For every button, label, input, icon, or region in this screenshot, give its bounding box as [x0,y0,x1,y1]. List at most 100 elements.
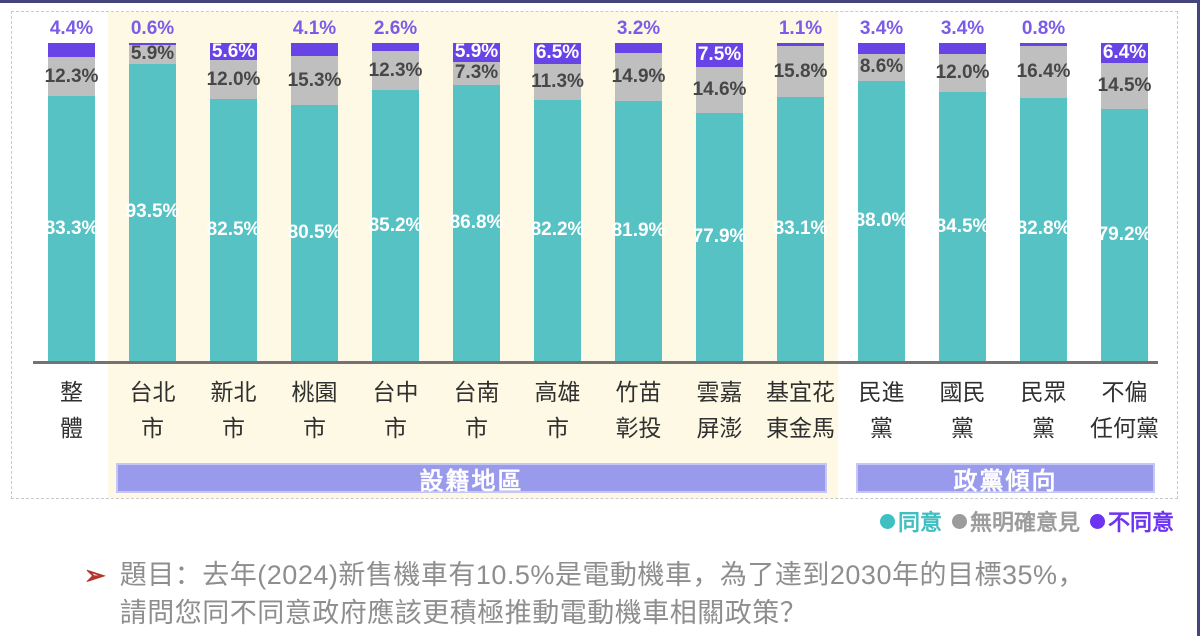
bar-segment-agree [210,98,257,361]
bar-value-label: 12.0% [935,62,990,84]
bar-segment-disagree [858,43,905,54]
bar-value-label: 82.5% [206,218,261,240]
category-label-竹苗彰投: 竹苗 彰投 [615,379,662,441]
bar-segment-disagree [534,43,581,64]
bar-column-基宜花東金馬: 83.1% 15.8% 1.1% [774,0,827,361]
bar-value-label: 80.5% [287,222,342,243]
bar-value-label: 7.3% [454,62,499,84]
bar-value-label: 15.8% [773,60,828,82]
bar-segment-disagree [939,43,986,55]
bar-value-label: 8.6% [859,56,904,78]
category-label-台中市: 台中市 [372,379,419,441]
bar-value-label: 3.4% [859,18,904,39]
question-line-2: 請問您同不同意政府應該更積極推動電動機車相關政策？ [119,598,808,628]
bar-value-label: 3.4% [940,18,985,40]
bar-column-高雄市: 82.2% 11.3% 6.5% [531,0,584,361]
bar-value-label: 14.5% [1097,75,1152,97]
bar-value-label: 0.8% [1021,18,1066,39]
bar-segment-neutral [291,56,338,105]
bar-column-竹苗彰投: 81.9% 14.9% 3.2% [612,0,665,361]
category-label-台南市: 台南市 [453,379,500,441]
category-label-整體: 整體 [60,379,83,441]
bar-value-label: 88.0% [854,210,909,232]
bar-segment-agree [1101,109,1148,361]
bar-value-label: 14.6% [692,79,747,101]
bar-value-label: 6.4% [1102,41,1147,63]
bar-column-民進黨: 88.0% 8.6% 3.4% [855,0,908,361]
bar-segment-neutral [858,53,905,82]
bar-value-label: 1.1% [778,18,823,39]
x-axis-line [33,361,1158,364]
bar-value-label: 79.2% [1097,224,1152,246]
category-label-基宜花東金馬: 基宜花 東金馬 [766,379,835,441]
bar-value-label: 14.9% [611,65,666,87]
bar-segment-neutral [1101,63,1148,110]
bar-value-label: 82.2% [530,219,585,241]
bar-column-民眾黨: 82.8% 16.4% 0.8% [1017,0,1070,361]
bar-segment-agree [777,96,824,361]
bar-value-label: 16.4% [1016,60,1071,82]
bar-segment-disagree [48,43,95,57]
bar-value-label: 2.6% [373,17,418,39]
bar-column-整體: 83.3% 12.3% 4.4% [45,0,98,361]
bar-column-國民黨: 84.5% 12.0% 3.4% [936,0,989,361]
legend-item-disagree: 不同意 [1089,505,1174,537]
bar-segment-agree [291,105,338,361]
bar-segment-agree [372,90,419,361]
category-label-民眾黨: 民眾黨 [1020,379,1067,441]
bar-segment-agree [696,113,743,361]
bar-value-label: 5.6% [211,40,256,62]
legend-dot-agree-icon [879,513,895,529]
bar-value-label: 5.9% [130,43,175,65]
bar-segment-disagree [1020,43,1067,46]
category-label-不偏任何黨: 不偏 任何黨 [1090,379,1159,441]
group-band-party: 政黨傾向 [856,463,1155,495]
bar-value-label: 3.2% [616,18,661,39]
bar-value-label: 12.0% [206,68,261,90]
legend-label-disagree: 不同意 [1107,510,1174,535]
bar-segment-agree [939,92,986,361]
category-label-雲嘉屏澎: 雲嘉 屏澎 [696,379,743,441]
bar-segment-neutral [129,44,176,64]
legend-label-agree: 同意 [897,510,942,535]
category-label-新北市: 新北市 [210,379,257,441]
bar-value-label: 4.1% [292,18,337,40]
bar-segment-disagree [696,43,743,67]
bar-segment-neutral [777,46,824,97]
bar-segment-agree [129,63,176,361]
bar-value-label: 5.9% [454,41,499,63]
bar-value-label: 11.3% [531,70,584,92]
bar-column-不偏任何黨: 79.2% 14.5% 6.4% [1098,0,1151,361]
bar-value-label: 77.9% [692,226,747,248]
bar-segment-agree [858,81,905,361]
legend: 同意 無明確意見 不同意 [879,505,1174,537]
category-label-民進黨: 民進黨 [858,379,905,441]
legend-item-agree: 同意 [879,505,942,537]
bar-segment-disagree [291,43,338,57]
bar-segment-agree [1020,97,1067,361]
bar-segment-disagree [777,43,824,47]
category-label-國民黨: 國民黨 [939,379,986,441]
bar-segment-agree [453,84,500,361]
question-text: 題目：去年(2024)新售機車有10.5%是電動機車，為了達到2030年的目標3… [120,556,1085,632]
category-label-高雄市: 高雄市 [534,379,581,441]
bar-value-label: 12.3% [368,59,423,81]
bar-column-雲嘉屏澎: 77.9% 14.6% 7.5% [693,0,746,361]
bar-column-台北市: 93.5% 5.9% 0.6% [126,0,179,361]
slide-right-border [1197,0,1200,636]
bar-segment-neutral [696,66,743,114]
category-label-桃園市: 桃園市 [291,379,338,441]
bar-value-label: 86.8% [449,211,504,233]
legend-dot-disagree-icon [1089,513,1105,529]
bar-segment-disagree [372,42,419,51]
survey-question: ➢ 題目：去年(2024)新售機車有10.5%是電動機車，為了達到2030年的目… [84,556,1164,632]
bar-segment-agree [615,100,662,361]
legend-label-neutral: 無明確意見 [969,510,1080,535]
bar-column-桃園市: 80.5% 15.3% 4.1% [288,0,341,361]
bar-column-台中市: 85.2% 12.3% 2.6% [369,0,422,361]
question-line-1: 題目：去年(2024)新售機車有10.5%是電動機車，為了達到2030年的目標3… [119,560,1086,590]
bar-segment-neutral [372,50,419,91]
arrow-bullet-icon: ➢ [84,560,106,590]
bar-segment-disagree [129,42,176,45]
